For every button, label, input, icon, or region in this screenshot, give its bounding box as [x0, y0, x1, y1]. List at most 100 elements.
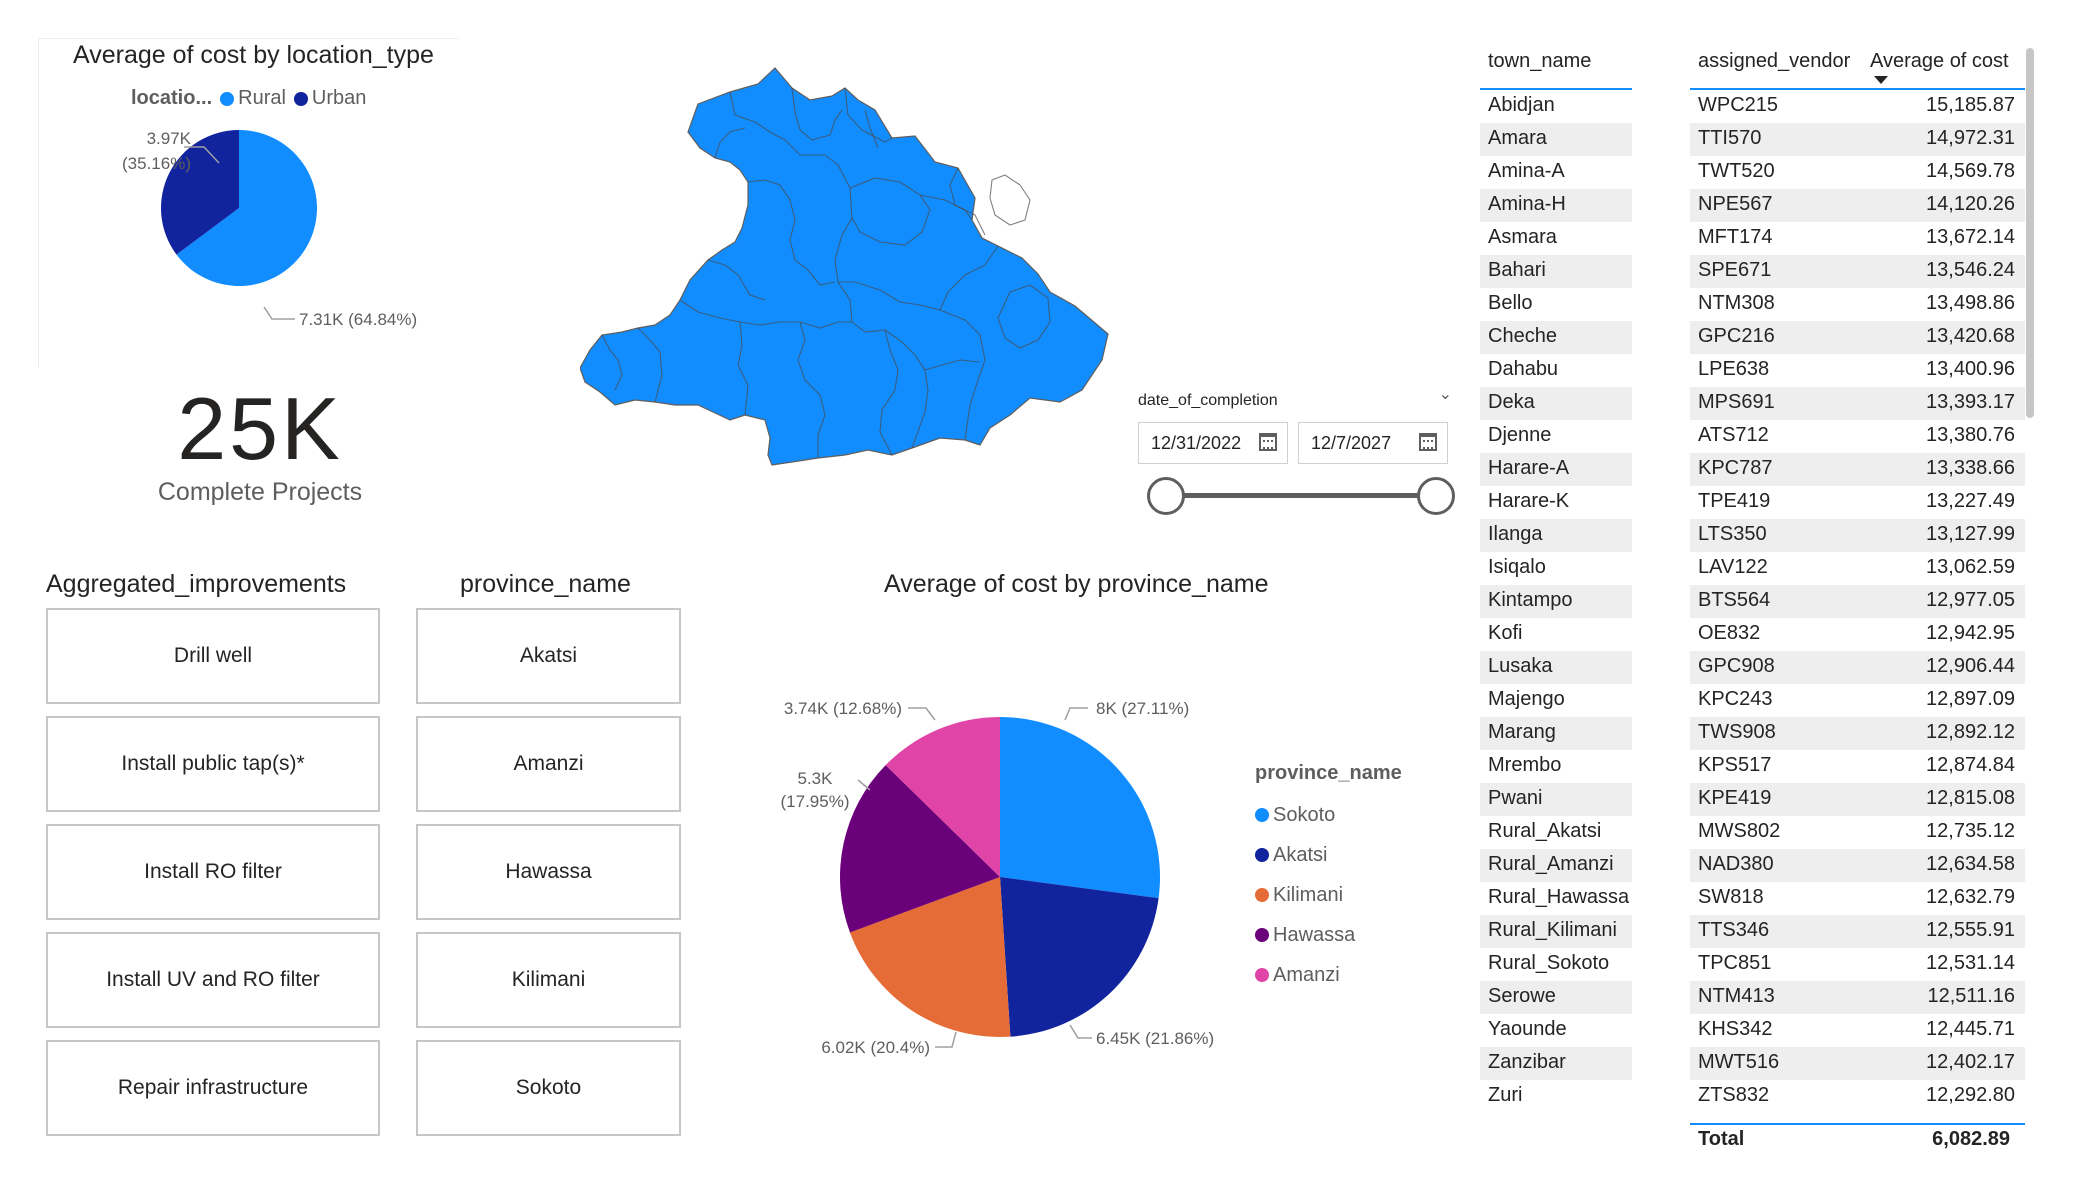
- cell-town: Rural_Amanzi: [1488, 853, 1614, 875]
- legend-item-urban[interactable]: Urban: [293, 87, 366, 110]
- legend-item-kilimani[interactable]: Kilimani: [1255, 875, 1455, 915]
- column-header-vendor[interactable]: assigned_vendor: [1698, 50, 1851, 72]
- legend-item-sokoto[interactable]: Sokoto: [1255, 795, 1455, 835]
- table-row[interactable]: Rural_Kilimani TTS346 12,555.91: [1480, 915, 2025, 948]
- chevron-down-icon[interactable]: ⌄: [1438, 386, 1452, 403]
- improvement-tile[interactable]: Drill well: [46, 608, 380, 704]
- total-label: Total: [1698, 1128, 1745, 1150]
- table-row[interactable]: Yaounde KHS342 12,445.71: [1480, 1014, 2025, 1047]
- pie-slice-hawassa[interactable]: [840, 765, 1000, 933]
- pie-slice-amanzi[interactable]: [885, 717, 1000, 877]
- improvement-label: Drill well: [173, 644, 253, 667]
- table-row[interactable]: Bello NTM308 13,498.86: [1480, 288, 2025, 321]
- header-underline: [1690, 88, 2025, 90]
- improvement-tile[interactable]: Repair infrastructure: [46, 1040, 380, 1136]
- province-map[interactable]: [580, 60, 1130, 490]
- table-row[interactable]: Lusaka GPC908 12,906.44: [1480, 651, 2025, 684]
- table-row[interactable]: Harare-K TPE419 13,227.49: [1480, 486, 2025, 519]
- table-row[interactable]: Djenne ATS712 13,380.76: [1480, 420, 2025, 453]
- table-row[interactable]: Kofi OE832 12,942.95: [1480, 618, 2025, 651]
- pie-slice-kilimani[interactable]: [849, 877, 1011, 1037]
- row-stripe: [1480, 321, 1632, 354]
- province-tile[interactable]: Kilimani: [416, 932, 681, 1028]
- pie-slice-akatsi[interactable]: [1000, 877, 1159, 1037]
- pie-slice-rural[interactable]: [176, 130, 318, 286]
- table-row[interactable]: Rural_Amanzi NAD380 12,634.58: [1480, 849, 2025, 882]
- table-row[interactable]: Mrembo KPS517 12,874.84: [1480, 750, 2025, 783]
- vendor-cost-table[interactable]: town_name assigned_vendor Average of cos…: [1480, 40, 2050, 1170]
- calendar-icon[interactable]: [1259, 433, 1277, 451]
- legend-item-amanzi[interactable]: Amanzi: [1255, 955, 1455, 995]
- calendar-icon[interactable]: [1419, 433, 1437, 451]
- map-region-outline[interactable]: [580, 67, 1109, 466]
- table-row[interactable]: Kintampo BTS564 12,977.05: [1480, 585, 2025, 618]
- table-row[interactable]: Zuri ZTS832 12,292.80: [1480, 1080, 2025, 1113]
- table-row[interactable]: Rural_Akatsi MWS802 12,735.12: [1480, 816, 2025, 849]
- table-row[interactable]: Dahabu LPE638 13,400.96: [1480, 354, 2025, 387]
- cell-cost: 12,634.58: [1926, 853, 2015, 875]
- table-row[interactable]: Rural_Sokoto TPC851 12,531.14: [1480, 948, 2025, 981]
- end-date-input[interactable]: 12/7/2027: [1298, 422, 1448, 464]
- table-row[interactable]: Amina-A TWT520 14,569.78: [1480, 156, 2025, 189]
- row-stripe: [1480, 783, 1632, 816]
- cell-vendor: TPC851: [1698, 952, 1772, 974]
- improvement-tile[interactable]: Install public tap(s)*: [46, 716, 380, 812]
- cell-town: Pwani: [1488, 787, 1543, 809]
- pie-slice-urban[interactable]: [161, 130, 239, 255]
- province-tile[interactable]: Sokoto: [416, 1040, 681, 1136]
- table-row[interactable]: Isiqalo LAV122 13,062.59: [1480, 552, 2025, 585]
- table-row[interactable]: Amara TTI570 14,972.31: [1480, 123, 2025, 156]
- table-row[interactable]: Cheche GPC216 13,420.68: [1480, 321, 2025, 354]
- cell-cost: 12,735.12: [1926, 820, 2015, 842]
- location-pie-svg[interactable]: 3.97K (35.16%) 7.31K (64.84%): [39, 119, 459, 369]
- table-scrollbar[interactable]: [2026, 48, 2034, 418]
- table-row[interactable]: Asmara MFT174 13,672.14: [1480, 222, 2025, 255]
- row-stripe: [1690, 189, 2025, 222]
- sort-desc-icon[interactable]: [1874, 76, 1888, 84]
- cell-vendor: MPS691: [1698, 391, 1775, 413]
- column-header-town[interactable]: town_name: [1488, 50, 1592, 72]
- slider-end-handle[interactable]: [1417, 477, 1455, 515]
- slider-start-handle[interactable]: [1147, 477, 1185, 515]
- cell-cost: 13,380.76: [1926, 424, 2015, 446]
- table-row[interactable]: Zanzibar MWT516 12,402.17: [1480, 1047, 2025, 1080]
- legend-item-akatsi[interactable]: Akatsi: [1255, 835, 1455, 875]
- date-slicer-header: date_of_completion: [1138, 392, 1278, 409]
- row-stripe: [1690, 717, 2025, 750]
- table-row[interactable]: Abidjan WPC215 15,185.87: [1480, 90, 2025, 123]
- improvement-tile[interactable]: Install RO filter: [46, 824, 380, 920]
- improvement-tile[interactable]: Install UV and RO filter: [46, 932, 380, 1028]
- cell-town: Amina-A: [1488, 160, 1565, 182]
- cell-vendor: NPE567: [1698, 193, 1773, 215]
- province-tile[interactable]: Hawassa: [416, 824, 681, 920]
- date-slider-track[interactable]: [1166, 493, 1436, 498]
- province-tile[interactable]: Akatsi: [416, 608, 681, 704]
- legend-item-hawassa[interactable]: Hawassa: [1255, 915, 1455, 955]
- table-row[interactable]: Serowe NTM413 12,511.16: [1480, 981, 2025, 1014]
- cell-town: Ilanga: [1488, 523, 1543, 545]
- table-row[interactable]: Pwani KPE419 12,815.08: [1480, 783, 2025, 816]
- table-row[interactable]: Harare-A KPC787 13,338.66: [1480, 453, 2025, 486]
- table-row[interactable]: Ilanga LTS350 13,127.99: [1480, 519, 2025, 552]
- table-row[interactable]: Majengo KPC243 12,897.09: [1480, 684, 2025, 717]
- cell-vendor: KPE419: [1698, 787, 1772, 809]
- location-type-chart-card[interactable]: Average of cost by location_type locatio…: [38, 38, 458, 368]
- table-row[interactable]: Marang TWS908 12,892.12: [1480, 717, 2025, 750]
- cell-cost: 13,393.17: [1926, 391, 2015, 413]
- pie-slice-sokoto[interactable]: [1000, 717, 1160, 899]
- table-row[interactable]: Amina-H NPE567 14,120.26: [1480, 189, 2025, 222]
- row-stripe: [1480, 255, 1632, 288]
- table-row[interactable]: Bahari SPE671 13,546.24: [1480, 255, 2025, 288]
- province-tile[interactable]: Amanzi: [416, 716, 681, 812]
- pie-label-akatsi: 6.45K (21.86%): [1096, 1029, 1214, 1048]
- cell-vendor: LTS350: [1698, 523, 1767, 545]
- column-header-cost[interactable]: Average of cost: [1870, 50, 2009, 72]
- table-row[interactable]: Rural_Hawassa SW818 12,632.79: [1480, 882, 2025, 915]
- cell-cost: 13,227.49: [1926, 490, 2015, 512]
- cell-vendor: TTI570: [1698, 127, 1762, 149]
- legend-item-rural[interactable]: Rural: [220, 87, 286, 110]
- date-range-slicer[interactable]: date_of_completion ⌄ 12/31/2022 12/7/202…: [1138, 386, 1458, 518]
- table-row[interactable]: Deka MPS691 13,393.17: [1480, 387, 2025, 420]
- province-pie-svg[interactable]: 8K (27.11%) 6.45K (21.86%) 6.02K (20.4%)…: [730, 680, 1250, 1080]
- start-date-input[interactable]: 12/31/2022: [1138, 422, 1288, 464]
